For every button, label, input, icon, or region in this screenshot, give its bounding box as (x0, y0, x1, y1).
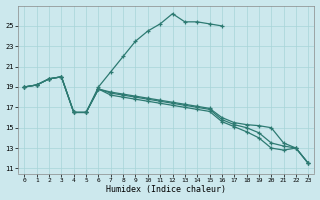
X-axis label: Humidex (Indice chaleur): Humidex (Indice chaleur) (106, 185, 226, 194)
